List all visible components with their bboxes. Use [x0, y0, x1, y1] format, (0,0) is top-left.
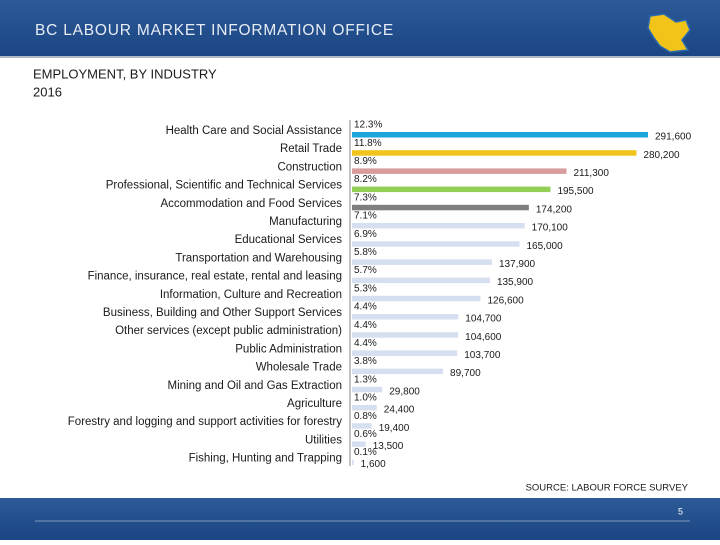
bar	[352, 368, 444, 375]
share-label: 6.9%	[354, 229, 377, 240]
value-label: 1,600	[361, 459, 386, 470]
category-label: Construction	[277, 161, 342, 173]
value-label: 89,700	[450, 368, 481, 379]
share-label: 5.7%	[354, 265, 377, 276]
footer-band	[0, 498, 720, 540]
share-label: 5.3%	[354, 283, 377, 294]
header-title: BC LABOUR MARKET INFORMATION OFFICE	[35, 22, 394, 39]
bar	[352, 405, 377, 411]
bar	[352, 150, 637, 156]
category-label: Manufacturing	[269, 216, 342, 228]
category-label: Fishing, Hunting and Trapping	[189, 453, 342, 465]
share-label: 8.9%	[354, 156, 377, 167]
bar	[352, 241, 520, 247]
value-label: 19,400	[379, 423, 410, 434]
category-label: Educational Services	[235, 234, 343, 246]
bar	[352, 277, 490, 284]
share-label: 0.8%	[354, 411, 377, 422]
share-label: 5.8%	[354, 247, 377, 258]
share-label: 4.4%	[354, 320, 377, 331]
page-number: 5	[678, 506, 683, 516]
category-label: Transportation and Warehousing	[175, 252, 342, 264]
value-label: 280,200	[643, 150, 680, 161]
category-label: Business, Building and Other Support Ser…	[103, 307, 342, 319]
chart-title: EMPLOYMENT, BY INDUSTRY	[33, 66, 217, 81]
share-label: 8.2%	[354, 174, 377, 185]
category-label: Information, Culture and Recreation	[160, 289, 342, 301]
category-label: Utilities	[305, 434, 342, 446]
value-label: 104,700	[465, 314, 502, 325]
category-label: Accommodation and Food Services	[160, 198, 342, 210]
share-label: 1.3%	[354, 374, 377, 385]
share-label: 4.4%	[354, 338, 377, 349]
category-label: Wholesale Trade	[256, 362, 342, 374]
bar	[352, 223, 525, 229]
chart-subtitle: 2016	[33, 84, 62, 99]
bar	[352, 350, 458, 356]
category-label: Mining and Oil and Gas Extraction	[167, 380, 342, 392]
value-label: 174,200	[536, 204, 573, 215]
category-label: Health Care and Social Assistance	[166, 125, 342, 137]
value-label: 195,500	[557, 186, 594, 197]
bar	[352, 295, 481, 302]
bar	[352, 459, 354, 466]
category-label: Retail Trade	[280, 143, 342, 155]
share-label: 7.1%	[354, 211, 377, 222]
category-label: Public Administration	[235, 343, 342, 355]
share-label: 12.3%	[354, 120, 382, 131]
bar	[352, 186, 551, 193]
bar	[352, 168, 567, 174]
value-label: 170,100	[532, 223, 569, 234]
share-label: 7.3%	[354, 192, 377, 203]
bc-logo	[647, 13, 691, 53]
value-label: 13,500	[373, 441, 404, 452]
bar	[352, 204, 529, 211]
share-label: 4.4%	[354, 302, 377, 313]
value-label: 135,900	[497, 277, 534, 288]
bar	[352, 132, 648, 138]
value-label: 211,300	[573, 168, 609, 179]
value-label: 29,800	[389, 386, 420, 397]
share-label: 0.1%	[354, 447, 377, 458]
bar	[352, 332, 459, 338]
bar	[352, 423, 372, 429]
category-label: Finance, insurance, real estate, rental …	[88, 271, 342, 283]
share-label: 11.8%	[354, 138, 382, 149]
category-label: Professional, Scientific and Technical S…	[106, 180, 343, 192]
value-label: 126,600	[488, 295, 525, 306]
share-label: 1.0%	[354, 393, 377, 404]
value-label: 165,000	[526, 241, 563, 252]
share-label: 3.8%	[354, 356, 377, 367]
share-label: 0.6%	[354, 429, 377, 440]
value-label: 104,600	[465, 332, 502, 343]
source-note: SOURCE: LABOUR FORCE SURVEY	[526, 483, 689, 494]
bar	[352, 441, 366, 447]
category-label: Forestry and logging and support activit…	[68, 416, 342, 428]
category-label: Other services (except public administra…	[115, 325, 342, 337]
value-label: 24,400	[384, 405, 415, 416]
bar	[352, 386, 383, 393]
value-label: 103,700	[464, 350, 501, 361]
value-label: 291,600	[655, 132, 692, 143]
bar	[352, 314, 459, 320]
category-label: Agriculture	[287, 398, 342, 410]
header-band	[0, 0, 720, 56]
bar	[352, 259, 492, 265]
value-label: 137,900	[499, 259, 536, 270]
